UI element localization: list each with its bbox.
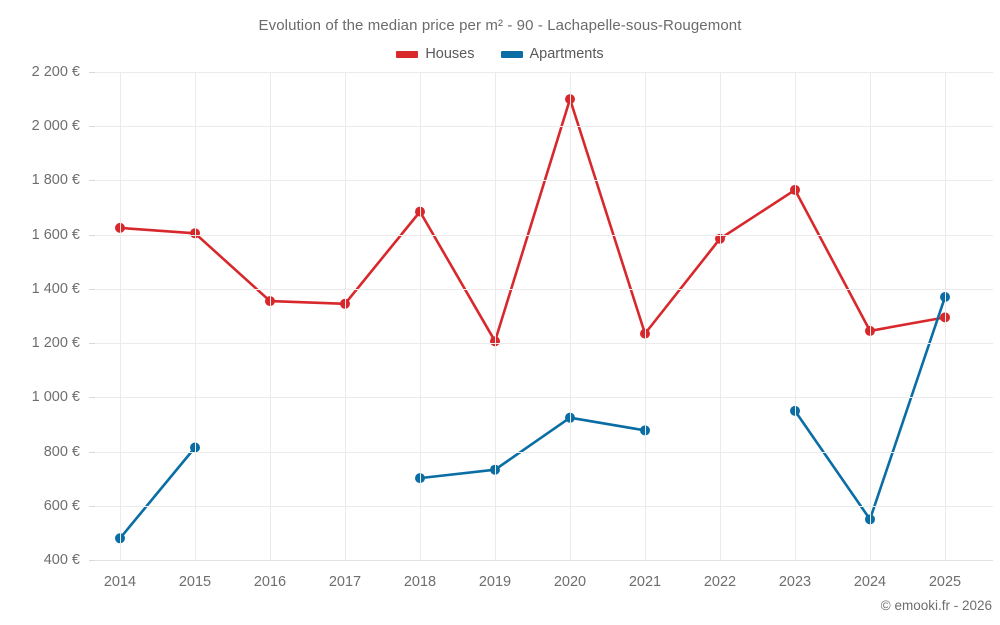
page-title: Evolution of the median price per m² - 9… [258,17,742,34]
x-axis-tick-label: 2025 [928,574,962,590]
y-axis-tick-mark [89,72,95,73]
y-axis-tick-mark [89,505,95,507]
gridline-horizontal [95,126,993,128]
y-axis-tick-mark [89,180,95,182]
legend-item-label: Apartments [529,46,604,62]
y-axis-tick-mark [89,343,95,345]
y-axis-tick-mark [89,451,95,453]
y-axis-tick-mark [89,560,95,561]
x-axis-tick-label: 2022 [703,574,737,590]
x-axis-tick-label: 2016 [253,574,287,590]
gridline-horizontal [95,288,993,290]
x-axis-line [95,560,993,561]
series-line-apartments [418,416,647,480]
x-axis-tick-label: 2020 [553,574,587,590]
y-axis-tick-label: 1 200 € [31,335,80,352]
y-axis-tick-mark [89,288,95,290]
gridline-vertical [645,72,646,560]
gridline-horizontal [95,234,993,236]
gridline-horizontal [95,505,993,507]
legend-item-apartments[interactable]: Apartments [500,46,604,62]
y-axis-tick-label: 600 € [43,497,80,514]
series-line-houses [118,97,947,343]
gridline-vertical [270,72,271,560]
y-axis-tick-label: 400 € [43,552,80,568]
x-axis-tick-label: 2024 [853,574,887,590]
gridline-vertical [870,72,871,560]
x-axis-tick-label: 2018 [403,574,437,590]
credit-text: © emooki.fr - 2026 [880,598,992,613]
y-axis-tick-label: 800 € [43,443,80,460]
y-axis-tick-mark [89,397,95,399]
gridline-vertical [345,72,346,560]
y-axis-tick-mark [89,126,95,128]
x-axis-tick-label: 2017 [328,574,362,590]
x-axis-tick-label: 2023 [778,574,812,590]
gridline-vertical [120,72,121,560]
gridline-horizontal [95,343,993,345]
series-layer [115,94,950,544]
y-axis-tick-label: 1 400 € [31,280,80,297]
gridline-vertical [420,72,421,560]
gridline-vertical [195,72,196,560]
x-axis-tick-label: 2014 [103,574,137,590]
y-axis-tick-label: 1 800 € [31,172,80,189]
gridline-vertical [720,72,721,560]
x-axis-tick-label: 2021 [628,574,662,590]
gridline-vertical [570,72,571,560]
gridline-vertical [795,72,796,560]
chart-legend: Houses Apartments [0,46,1000,62]
gridline-horizontal [95,180,993,182]
y-axis-tick-label: 2 200 € [31,64,80,80]
y-axis-tick-label: 2 000 € [31,118,80,135]
x-axis-tick-label: 2015 [178,574,212,590]
gridline-vertical [945,72,946,560]
legend-swatch-icon [500,50,523,58]
y-axis-tick-label: 1 600 € [31,226,80,243]
y-axis-tick-label: 1 000 € [31,389,80,406]
legend-item-label: Houses [425,46,475,62]
legend-swatch-icon [396,50,419,58]
plot-area: 400 € 600 € 800 € 1 000 € 1 200 € 1 400 € 1 60… [32,64,993,590]
gridline-horizontal [95,451,993,453]
gridline-horizontal [95,72,993,73]
x-axis-tick-label: 2019 [478,574,512,590]
y-axis-tick-mark [89,234,95,236]
gridline-vertical [495,72,496,560]
legend-item-houses[interactable]: Houses [396,46,475,62]
series-line-apartments [118,446,197,540]
gridline-horizontal [95,397,993,399]
